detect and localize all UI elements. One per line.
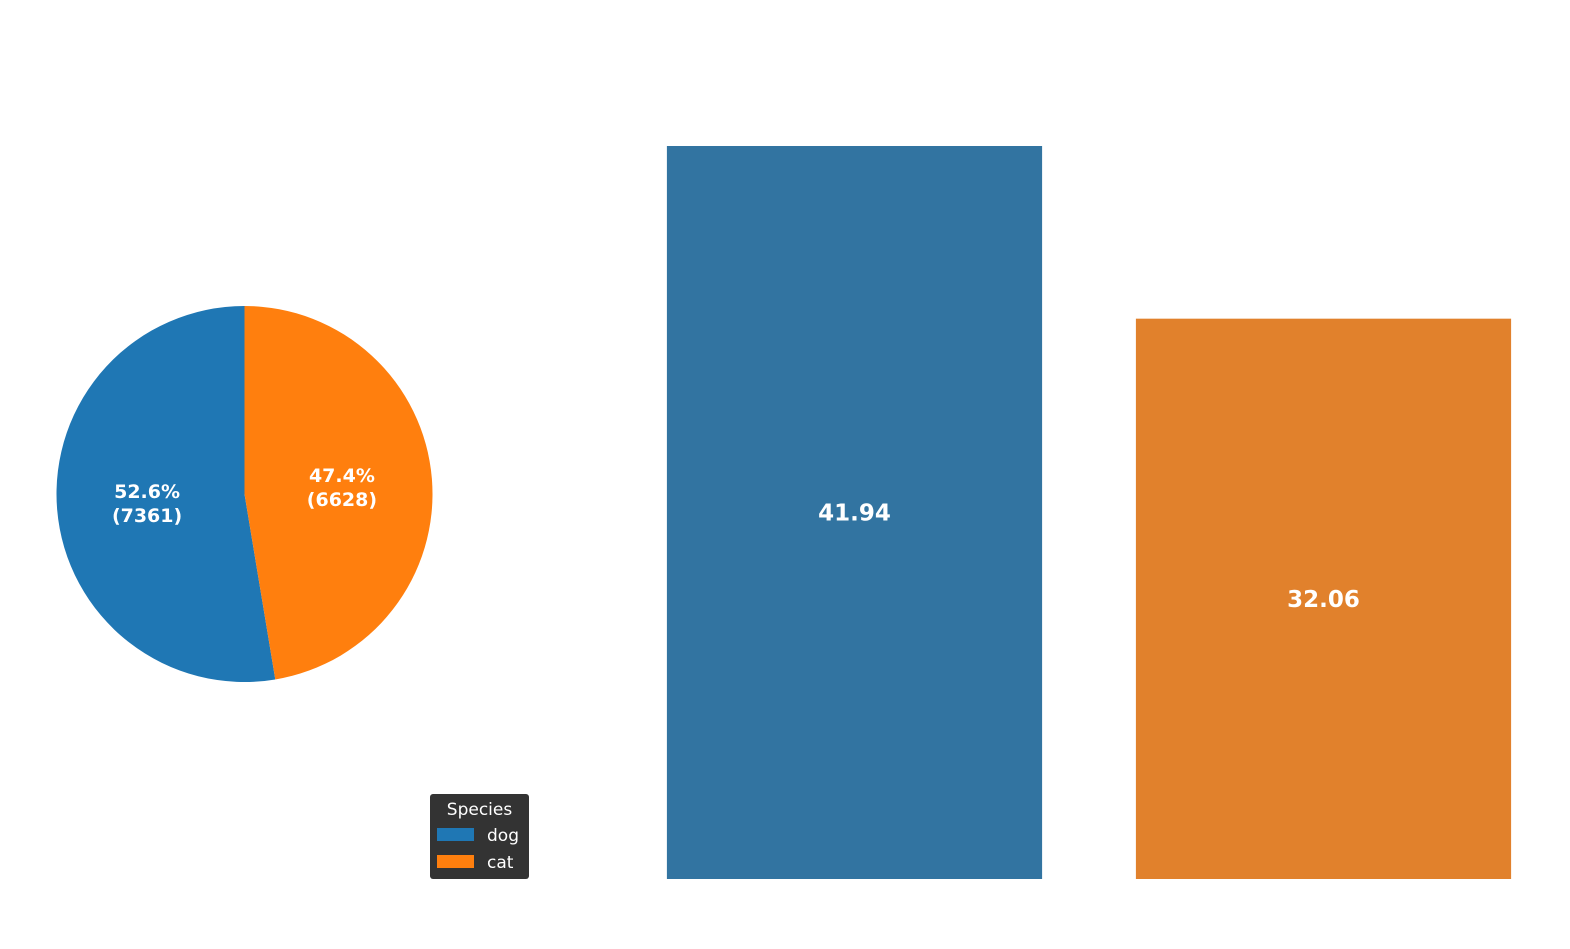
pie-legend: Species dog cat (430, 794, 529, 879)
legend-swatch-dog (437, 828, 474, 841)
bar-chart: 41.94 32.06 (666, 146, 1512, 879)
pie-slices (56, 306, 433, 682)
bar-cat (1135, 318, 1512, 879)
legend-swatch-cat (437, 855, 474, 868)
pie-slice-cat (244, 306, 433, 680)
pie-slice-dog (56, 306, 276, 682)
pie-slice-label-dog: 52.6% (7361) (112, 481, 182, 527)
legend-entry-cat: cat (487, 853, 514, 873)
bar-value-label-cat: 32.06 (1287, 587, 1360, 613)
legend-title: Species (447, 800, 513, 820)
pie-labels: 52.6% (7361) 47.4% (6628) (112, 465, 377, 527)
legend-entry-dog: dog (487, 826, 519, 846)
pie-chart: 52.6% (7361) 47.4% (6628) (56, 306, 433, 682)
bar-value-label-dog: 41.94 (818, 501, 891, 527)
bars (666, 146, 1512, 879)
pie-slice-label-cat: 47.4% (6628) (307, 465, 377, 511)
bar-dog (666, 146, 1043, 879)
bar-labels: 41.94 32.06 (818, 501, 1360, 613)
